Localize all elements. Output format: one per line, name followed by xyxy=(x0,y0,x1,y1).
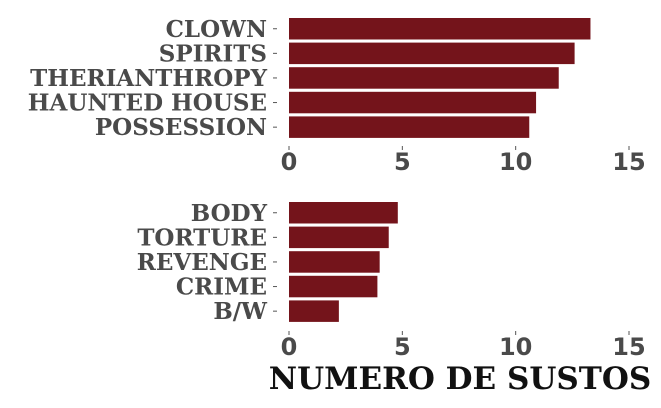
bar-possession xyxy=(289,116,530,138)
x-axis-label: NUMERO DE SUSTOS xyxy=(269,361,651,397)
category-label: TORTURE xyxy=(137,224,267,251)
category-label: THERIANTHROPY xyxy=(30,65,267,92)
category-label: B/W xyxy=(213,298,268,325)
category-label: REVENGE xyxy=(137,249,267,276)
x-tick-label: 15 xyxy=(612,148,645,176)
bar-b-w xyxy=(289,300,339,322)
bar-therianthropy xyxy=(289,67,559,89)
bar-crime xyxy=(289,275,378,298)
x-tick-label: 15 xyxy=(612,333,645,361)
bar-spirits xyxy=(289,42,575,65)
x-tick-label: 0 xyxy=(281,333,298,361)
category-label: CLOWN xyxy=(166,16,267,43)
category-label: CRIME xyxy=(176,274,267,301)
category-label: SPIRITS xyxy=(159,40,267,67)
category-label: BODY xyxy=(191,200,268,227)
category-label: POSSESSION xyxy=(95,114,267,141)
x-tick-label: 0 xyxy=(281,148,298,176)
bar-clown xyxy=(289,18,591,40)
bar-torture xyxy=(289,226,389,249)
x-tick-label: 10 xyxy=(499,333,532,361)
x-tick-label: 5 xyxy=(394,148,411,176)
x-tick-label: 10 xyxy=(499,148,532,176)
bar-revenge xyxy=(289,251,380,273)
bar-haunted-house xyxy=(289,91,537,114)
bar-body xyxy=(289,202,398,224)
category-label: HAUNTED HOUSE xyxy=(28,90,267,117)
x-tick-label: 5 xyxy=(394,333,411,361)
